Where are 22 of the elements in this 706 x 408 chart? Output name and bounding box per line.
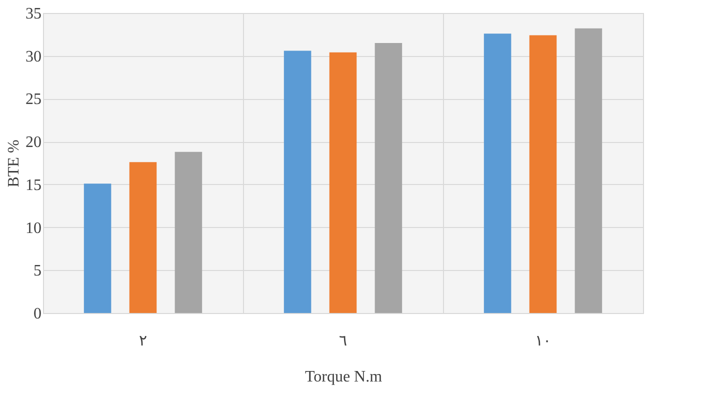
y-tick-label: 20 — [26, 134, 42, 152]
y-tick-label: 30 — [26, 48, 42, 66]
x-tick-label: ١٠ — [535, 334, 551, 350]
x-tick-label: ٢ — [139, 334, 147, 350]
y-tick-label: 10 — [26, 220, 42, 237]
bar — [329, 52, 357, 313]
y-axis-title: BTE % — [6, 140, 22, 188]
bar — [374, 43, 402, 313]
x-tick-label: ٦ — [339, 334, 347, 350]
bar — [129, 162, 157, 313]
bar — [284, 50, 312, 313]
bar — [529, 35, 557, 313]
y-tick-label: 35 — [26, 6, 42, 22]
bar — [174, 152, 202, 313]
y-tick-label: 0 — [34, 306, 42, 322]
x-axis-title: Torque N.m — [304, 368, 383, 386]
y-tick-label: 5 — [34, 262, 42, 280]
y-tick-label: 15 — [26, 176, 42, 194]
bar — [574, 28, 602, 313]
bar — [84, 184, 112, 313]
y-tick-label: 25 — [26, 91, 42, 108]
bar — [484, 34, 512, 313]
